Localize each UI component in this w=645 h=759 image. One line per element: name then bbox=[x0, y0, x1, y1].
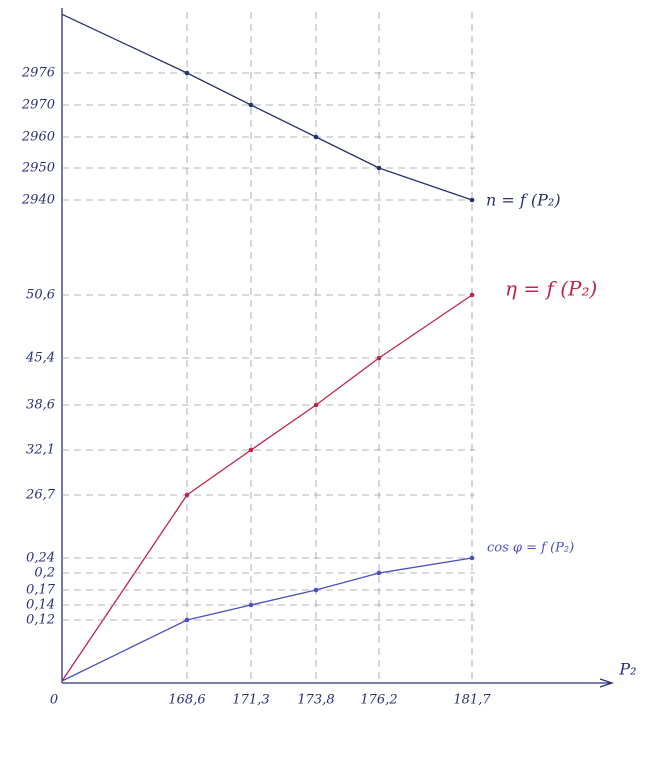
data-point bbox=[248, 602, 254, 608]
y-tick-label: 2940 bbox=[21, 193, 55, 208]
x-axis-label: P₂ bbox=[618, 660, 636, 679]
data-point bbox=[248, 447, 254, 453]
y-tick-label: 0,12 bbox=[26, 613, 55, 628]
y-tick-label: 2970 bbox=[21, 98, 55, 113]
y-tick-label: 45,4 bbox=[25, 351, 55, 366]
x-axis-arrow bbox=[599, 678, 615, 688]
data-point bbox=[469, 197, 475, 203]
y-tick-label: 50,6 bbox=[26, 288, 55, 303]
y-tick-label: 0,2 bbox=[34, 566, 55, 581]
x-tick-label: 176,2 bbox=[360, 693, 397, 708]
data-point bbox=[469, 292, 475, 298]
data-point bbox=[248, 102, 254, 108]
series-label: cos φ = f (P₂) bbox=[487, 541, 574, 556]
data-point bbox=[184, 492, 190, 498]
y-tick-label: 0,24 bbox=[26, 551, 55, 566]
y-tick-label: 0,17 bbox=[26, 583, 56, 598]
x-tick-label: 173,8 bbox=[297, 693, 334, 708]
x-tick-label: 181,7 bbox=[453, 693, 491, 708]
series-line bbox=[61, 294, 473, 682]
y-tick-label: 26,7 bbox=[25, 488, 56, 503]
series-label: n = f (P₂) bbox=[486, 191, 561, 210]
y-tick-label: 38,6 bbox=[26, 398, 55, 413]
x-tick-label: 168,6 bbox=[168, 693, 205, 708]
data-point bbox=[313, 402, 319, 408]
data-point bbox=[469, 555, 475, 561]
x-tick-label: 0 bbox=[50, 693, 58, 708]
data-point bbox=[184, 617, 190, 623]
data-point bbox=[376, 165, 382, 171]
series-line bbox=[61, 557, 473, 682]
y-tick-label: 32,1 bbox=[26, 443, 55, 458]
y-tick-label: 0,14 bbox=[26, 598, 55, 613]
data-point bbox=[376, 355, 382, 361]
x-tick-label: 171,3 bbox=[232, 693, 269, 708]
data-point bbox=[184, 70, 190, 76]
y-tick-label: 2976 bbox=[21, 66, 55, 81]
y-tick-label: 2960 bbox=[21, 130, 55, 145]
data-point bbox=[313, 134, 319, 140]
data-point bbox=[376, 570, 382, 576]
series-label: η = f (P₂) bbox=[505, 277, 597, 301]
y-tick-label: 2950 bbox=[21, 161, 55, 176]
data-point bbox=[313, 587, 319, 593]
series-line bbox=[61, 13, 473, 201]
